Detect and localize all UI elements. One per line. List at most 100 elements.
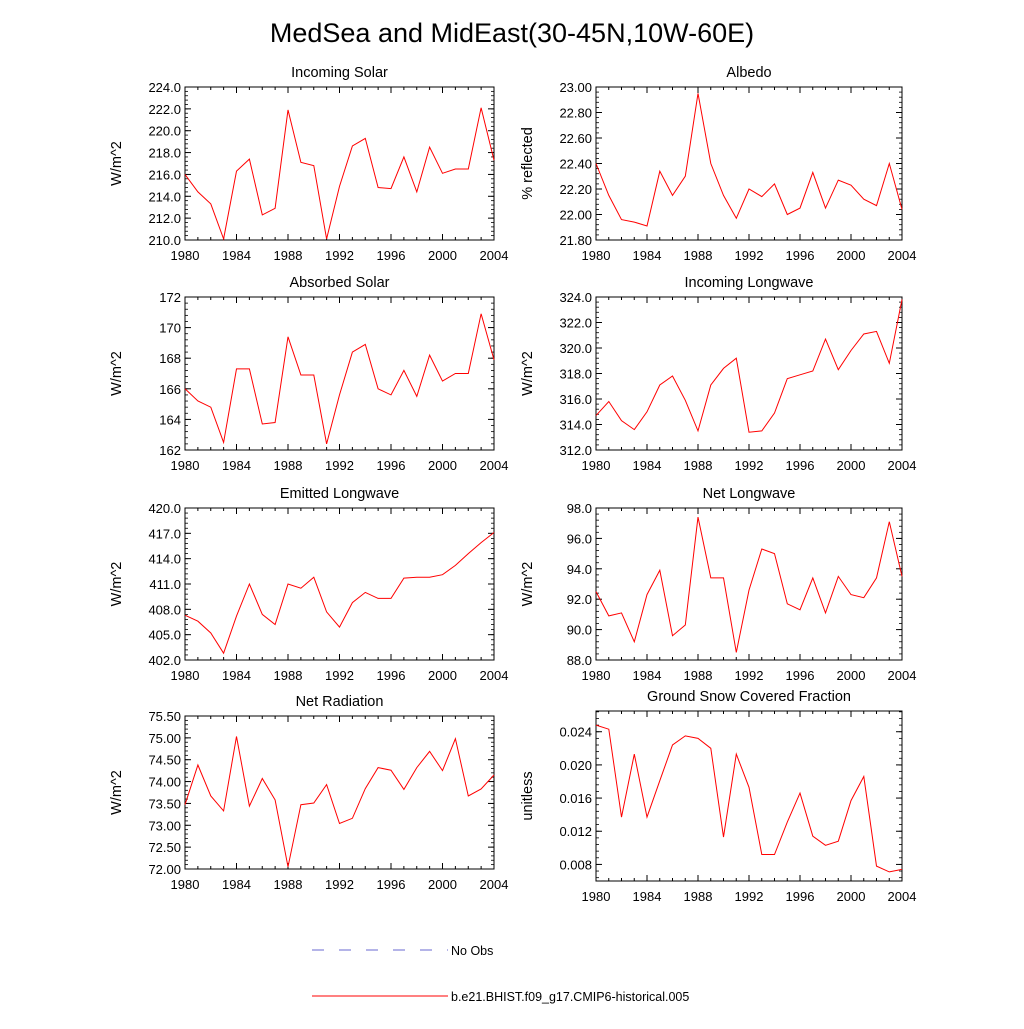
y-tick-label: 312.0 xyxy=(559,443,592,458)
x-tick-label: 1988 xyxy=(684,458,713,473)
panel-title: Albedo xyxy=(726,65,771,81)
y-tick-label: 22.60 xyxy=(559,131,592,146)
y-tick-label: 414.0 xyxy=(148,552,181,567)
plot-frame xyxy=(184,715,495,870)
y-tick-label: 75.00 xyxy=(148,731,181,746)
y-tick-label: 22.00 xyxy=(559,208,592,223)
y-tick-label: 23.00 xyxy=(559,80,592,95)
panel-title: Net Longwave xyxy=(703,486,796,502)
y-tick-label: 316.0 xyxy=(559,392,592,407)
x-tick-label: 1996 xyxy=(377,458,406,473)
y-tick-label: 214.0 xyxy=(148,189,181,204)
y-tick-label: 96.0 xyxy=(567,531,592,546)
y-tick-label: 168 xyxy=(159,351,181,366)
y-tick-label: 408.0 xyxy=(148,602,181,617)
x-tick-label: 1984 xyxy=(222,877,251,892)
panel-5: Net Longwave W/m^2 1980 1984 1988 1992 1996 200… xyxy=(520,486,916,683)
plot-frame xyxy=(595,710,903,882)
y-tick-label: 318.0 xyxy=(559,367,592,382)
y-tick-label: 94.0 xyxy=(567,562,592,577)
legend-label-model: b.e21.BHIST.f09_g17.CMIP6-historical.005 xyxy=(451,990,689,1004)
y-tick-label: 0.020 xyxy=(559,758,592,773)
series-line-0 xyxy=(595,724,903,873)
x-tick-label: 2000 xyxy=(428,458,457,473)
x-tick-label: 2004 xyxy=(480,458,509,473)
y-tick-label: 22.20 xyxy=(559,182,592,197)
legend: No Obs b.e21.BHIST.f09_g17.CMIP6-histori… xyxy=(312,944,689,1004)
panel-title: Emitted Longwave xyxy=(280,486,399,502)
x-tick-label: 1984 xyxy=(633,668,662,683)
x-tick-label: 1996 xyxy=(377,668,406,683)
y-tick-label: 320.0 xyxy=(559,341,592,356)
y-tick-label: 164 xyxy=(159,412,181,427)
x-tick-label: 1992 xyxy=(735,889,764,904)
panel-title: Incoming Longwave xyxy=(685,275,814,291)
panel-title: Net Radiation xyxy=(296,694,384,710)
y-tick-label: 75.50 xyxy=(148,709,181,724)
panels: Incoming Solar W/m^2 1980 1984 1988 1992 1996 2… xyxy=(109,65,916,904)
panel-6: Net Radiation W/m^2 1980 1984 1988 1992 1996 20… xyxy=(109,694,508,892)
series-line-0 xyxy=(595,516,903,653)
panel-2: Absorbed Solar W/m^2 1980 1984 1988 1992 1996 2… xyxy=(109,275,508,473)
x-tick-label: 1988 xyxy=(274,458,303,473)
x-tick-label: 2000 xyxy=(428,248,457,263)
y-tick-label: 0.016 xyxy=(559,791,592,806)
y-tick-label: 314.0 xyxy=(559,418,592,433)
y-axis-label: W/m^2 xyxy=(520,351,536,396)
x-tick-label: 1992 xyxy=(735,248,764,263)
y-axis-label: W/m^2 xyxy=(109,351,125,396)
x-tick-label: 2000 xyxy=(837,458,866,473)
x-tick-label: 2000 xyxy=(837,668,866,683)
x-tick-label: 1992 xyxy=(325,877,354,892)
y-tick-label: 74.50 xyxy=(148,753,181,768)
x-tick-label: 1984 xyxy=(222,248,251,263)
y-tick-label: 222.0 xyxy=(148,102,181,117)
x-tick-label: 2004 xyxy=(888,889,917,904)
y-axis-label: % reflected xyxy=(520,127,536,200)
y-tick-label: 405.0 xyxy=(148,628,181,643)
figure-title: MedSea and MidEast(30-45N,10W-60E) xyxy=(270,18,754,48)
x-tick-label: 1984 xyxy=(222,668,251,683)
x-tick-label: 1996 xyxy=(377,248,406,263)
x-tick-label: 2004 xyxy=(888,458,917,473)
plot-frame xyxy=(595,86,903,241)
x-tick-label: 1996 xyxy=(786,248,815,263)
y-tick-label: 420.0 xyxy=(148,501,181,516)
x-tick-label: 1980 xyxy=(171,458,200,473)
x-tick-label: 1988 xyxy=(684,248,713,263)
x-tick-label: 1996 xyxy=(786,889,815,904)
x-tick-label: 1992 xyxy=(735,458,764,473)
y-tick-label: 21.80 xyxy=(559,233,592,248)
x-tick-label: 1988 xyxy=(684,668,713,683)
plot-frame xyxy=(184,296,495,451)
plot-frame xyxy=(595,296,903,451)
y-tick-label: 0.008 xyxy=(559,857,592,872)
y-tick-label: 324.0 xyxy=(559,290,592,305)
legend-label-no-obs: No Obs xyxy=(451,944,493,958)
panel-0: Incoming Solar W/m^2 1980 1984 1988 1992 1996 2… xyxy=(109,65,508,263)
y-tick-label: 22.80 xyxy=(559,106,592,121)
x-tick-label: 2000 xyxy=(837,889,866,904)
plot-frame xyxy=(184,86,495,241)
y-tick-label: 224.0 xyxy=(148,80,181,95)
y-tick-label: 0.024 xyxy=(559,725,592,740)
x-tick-label: 1992 xyxy=(735,668,764,683)
panel-1: Albedo % reflected 1980 1984 1988 1992 1996 200… xyxy=(520,65,916,263)
y-tick-label: 88.0 xyxy=(567,653,592,668)
x-tick-label: 1984 xyxy=(633,248,662,263)
y-tick-label: 73.50 xyxy=(148,796,181,811)
x-tick-label: 1980 xyxy=(171,668,200,683)
x-tick-label: 1996 xyxy=(786,668,815,683)
y-tick-label: 72.00 xyxy=(148,862,181,877)
y-tick-label: 216.0 xyxy=(148,167,181,182)
y-tick-label: 73.00 xyxy=(148,818,181,833)
panel-title: Ground Snow Covered Fraction xyxy=(647,689,851,705)
x-tick-label: 1996 xyxy=(377,877,406,892)
x-tick-label: 1980 xyxy=(582,458,611,473)
x-tick-label: 1980 xyxy=(171,248,200,263)
y-tick-label: 402.0 xyxy=(148,653,181,668)
y-tick-label: 92.0 xyxy=(567,592,592,607)
y-tick-label: 220.0 xyxy=(148,124,181,139)
y-tick-label: 210.0 xyxy=(148,233,181,248)
